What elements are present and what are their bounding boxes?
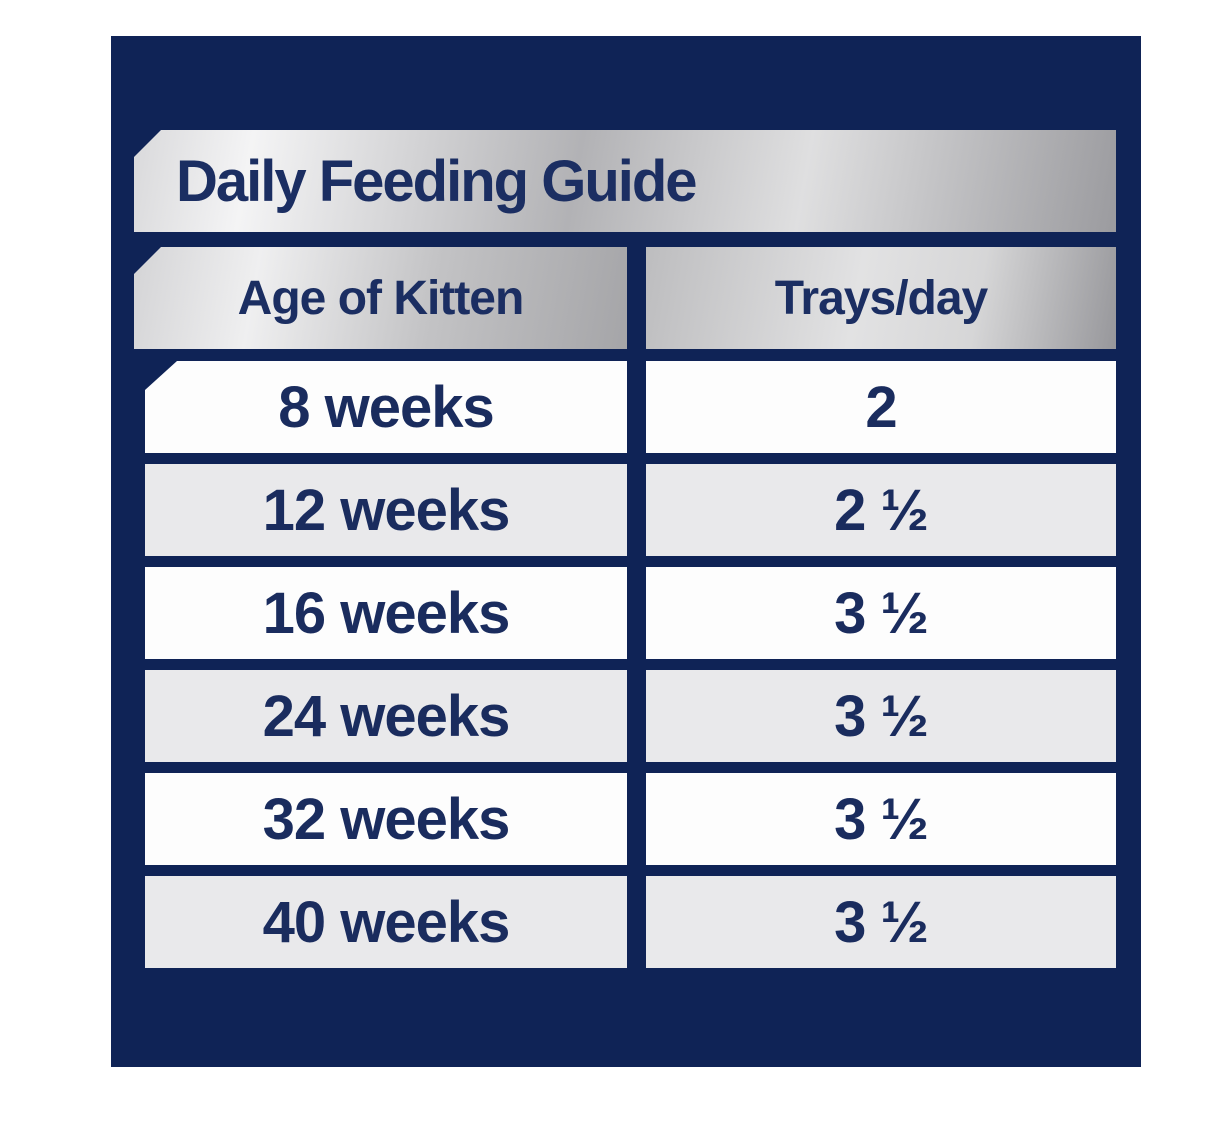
trays-value: 3 ½	[834, 889, 929, 955]
trays-value: 3 ½	[834, 786, 929, 852]
table-row-trays-cell: 3 ½	[646, 773, 1116, 865]
column-header-trays-label: Trays/day	[774, 271, 988, 325]
table-row-trays-cell: 3 ½	[646, 876, 1116, 968]
feeding-guide-panel: Daily Feeding Guide Age of Kitten Trays/…	[111, 36, 1141, 1067]
column-header-age-label: Age of Kitten	[237, 271, 525, 325]
age-value: 40 weeks	[262, 889, 511, 955]
table-row-trays-cell: 2 ½	[646, 464, 1116, 556]
table-row-age-cell: 12 weeks	[145, 464, 627, 556]
column-header-trays-per-day: Trays/day	[646, 247, 1116, 349]
table-row-trays-cell: 3 ½	[646, 567, 1116, 659]
table-row-age-cell: 32 weeks	[145, 773, 627, 865]
page-title: Daily Feeding Guide	[176, 148, 698, 214]
age-value: 32 weeks	[262, 786, 511, 852]
age-value: 12 weeks	[262, 477, 511, 543]
age-value: 24 weeks	[262, 683, 511, 749]
age-value: 16 weeks	[262, 580, 511, 646]
column-header-age-of-kitten: Age of Kitten	[134, 247, 627, 349]
age-value: 8 weeks	[278, 374, 495, 440]
table-row-trays-cell: 3 ½	[646, 670, 1116, 762]
table-row-age-cell: 40 weeks	[145, 876, 627, 968]
trays-value: 3 ½	[834, 683, 929, 749]
title-banner: Daily Feeding Guide	[134, 130, 1116, 232]
trays-value: 2	[865, 374, 897, 440]
table-row-age-cell: 24 weeks	[145, 670, 627, 762]
table-row-trays-cell: 2	[646, 361, 1116, 453]
trays-value: 2 ½	[834, 477, 929, 543]
table-row-age-cell: 16 weeks	[145, 567, 627, 659]
trays-value: 3 ½	[834, 580, 929, 646]
table-row-age-cell: 8 weeks	[145, 361, 627, 453]
